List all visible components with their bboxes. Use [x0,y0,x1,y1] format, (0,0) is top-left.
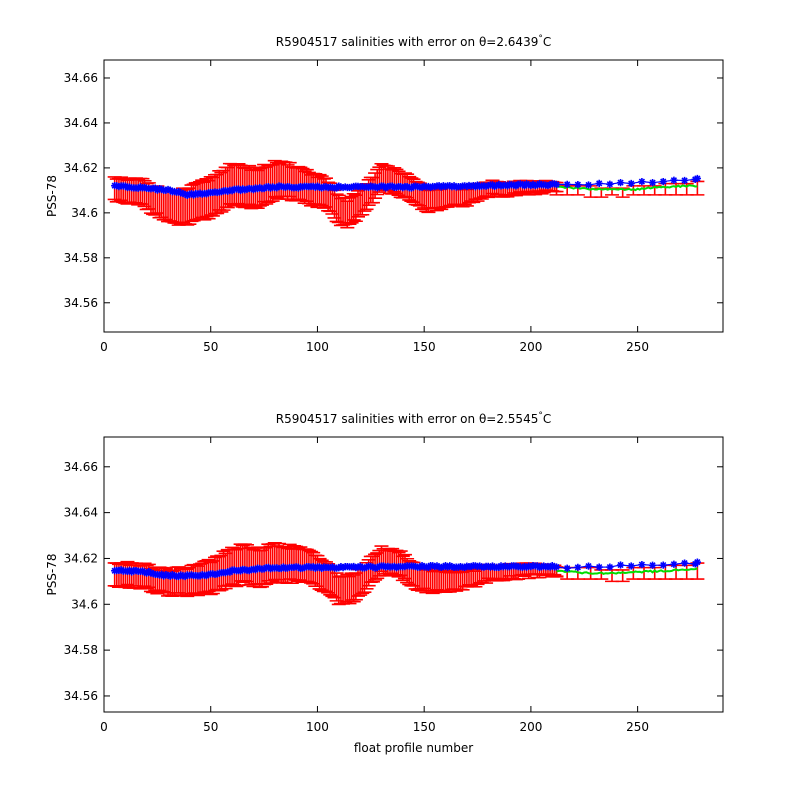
x-tick-label: 250 [626,340,649,354]
x-tick-label: 0 [100,720,108,734]
salinity-line [114,561,698,578]
chart-title-degree: ° [538,34,543,44]
y-tick-label: 34.64 [64,506,98,520]
y-tick-label: 34.62 [64,551,98,565]
y-tick-label: 34.6 [71,597,98,611]
error-bar [626,185,641,196]
chart-title-theta: 2.6439 [496,35,538,49]
chart-title: R5904517 salinities with error on θ=2.55… [276,411,551,426]
chart-title-unit: C [543,35,551,49]
axes-frame [103,436,724,713]
y-tick-label: 34.66 [64,71,98,85]
upper-salinity-panel: 0 50 100 150 200 250 34.56 34.58 34.6 34.62 34.64 3… [45,34,724,354]
chart-title-prefix: R5904517 salinities with error on θ= [276,412,497,426]
y-tick-label: 34.6 [71,206,98,220]
lower-salinity-panel: 0 50 100 150 200 250 34.56 34.58 34.6 34.62 34.64 3… [45,411,724,755]
plot-area [107,159,705,229]
error-bar [594,569,609,580]
x-tick-label: 100 [306,340,329,354]
error-bar [669,564,684,580]
chart-title-unit: C [543,412,551,426]
chart-title: R5904517 salinities with error on θ=2.64… [276,34,551,49]
y-axis-label: PSS-78 [45,175,59,217]
y-tick-label: 34.58 [64,251,98,265]
x-tick-label: 50 [203,720,218,734]
salinity-line [114,177,698,197]
y-tick-label: 34.64 [64,116,98,130]
error-bar [679,564,694,580]
chart-title-theta: 2.5545 [496,412,538,426]
axes-frame [103,59,724,333]
y-tick-label: 34.56 [64,296,98,310]
chart-title-prefix: R5904517 salinities with error on θ= [276,35,497,49]
x-tick-label: 200 [519,720,542,734]
adjusted-salinity-line [556,184,698,192]
y-axis-label: PSS-78 [45,553,59,595]
x-tick-label: 100 [306,720,329,734]
chart-title-degree: ° [538,411,543,421]
y-tick-label: 34.56 [64,689,98,703]
y-tick-label: 34.66 [64,460,98,474]
x-tick-label: 0 [100,340,108,354]
x-tick-label: 200 [519,340,542,354]
error-bars [107,159,705,229]
adjusted-salinity-line [556,567,698,575]
x-tick-label: 50 [203,340,218,354]
plot-area [107,542,705,606]
x-axis-label: float profile number [354,741,473,755]
x-tick-label: 250 [626,720,649,734]
x-tick-label: 150 [413,720,436,734]
x-tick-label: 150 [413,340,436,354]
y-tick-label: 34.58 [64,643,98,657]
error-bar [637,566,652,580]
y-tick-label: 34.62 [64,161,98,175]
